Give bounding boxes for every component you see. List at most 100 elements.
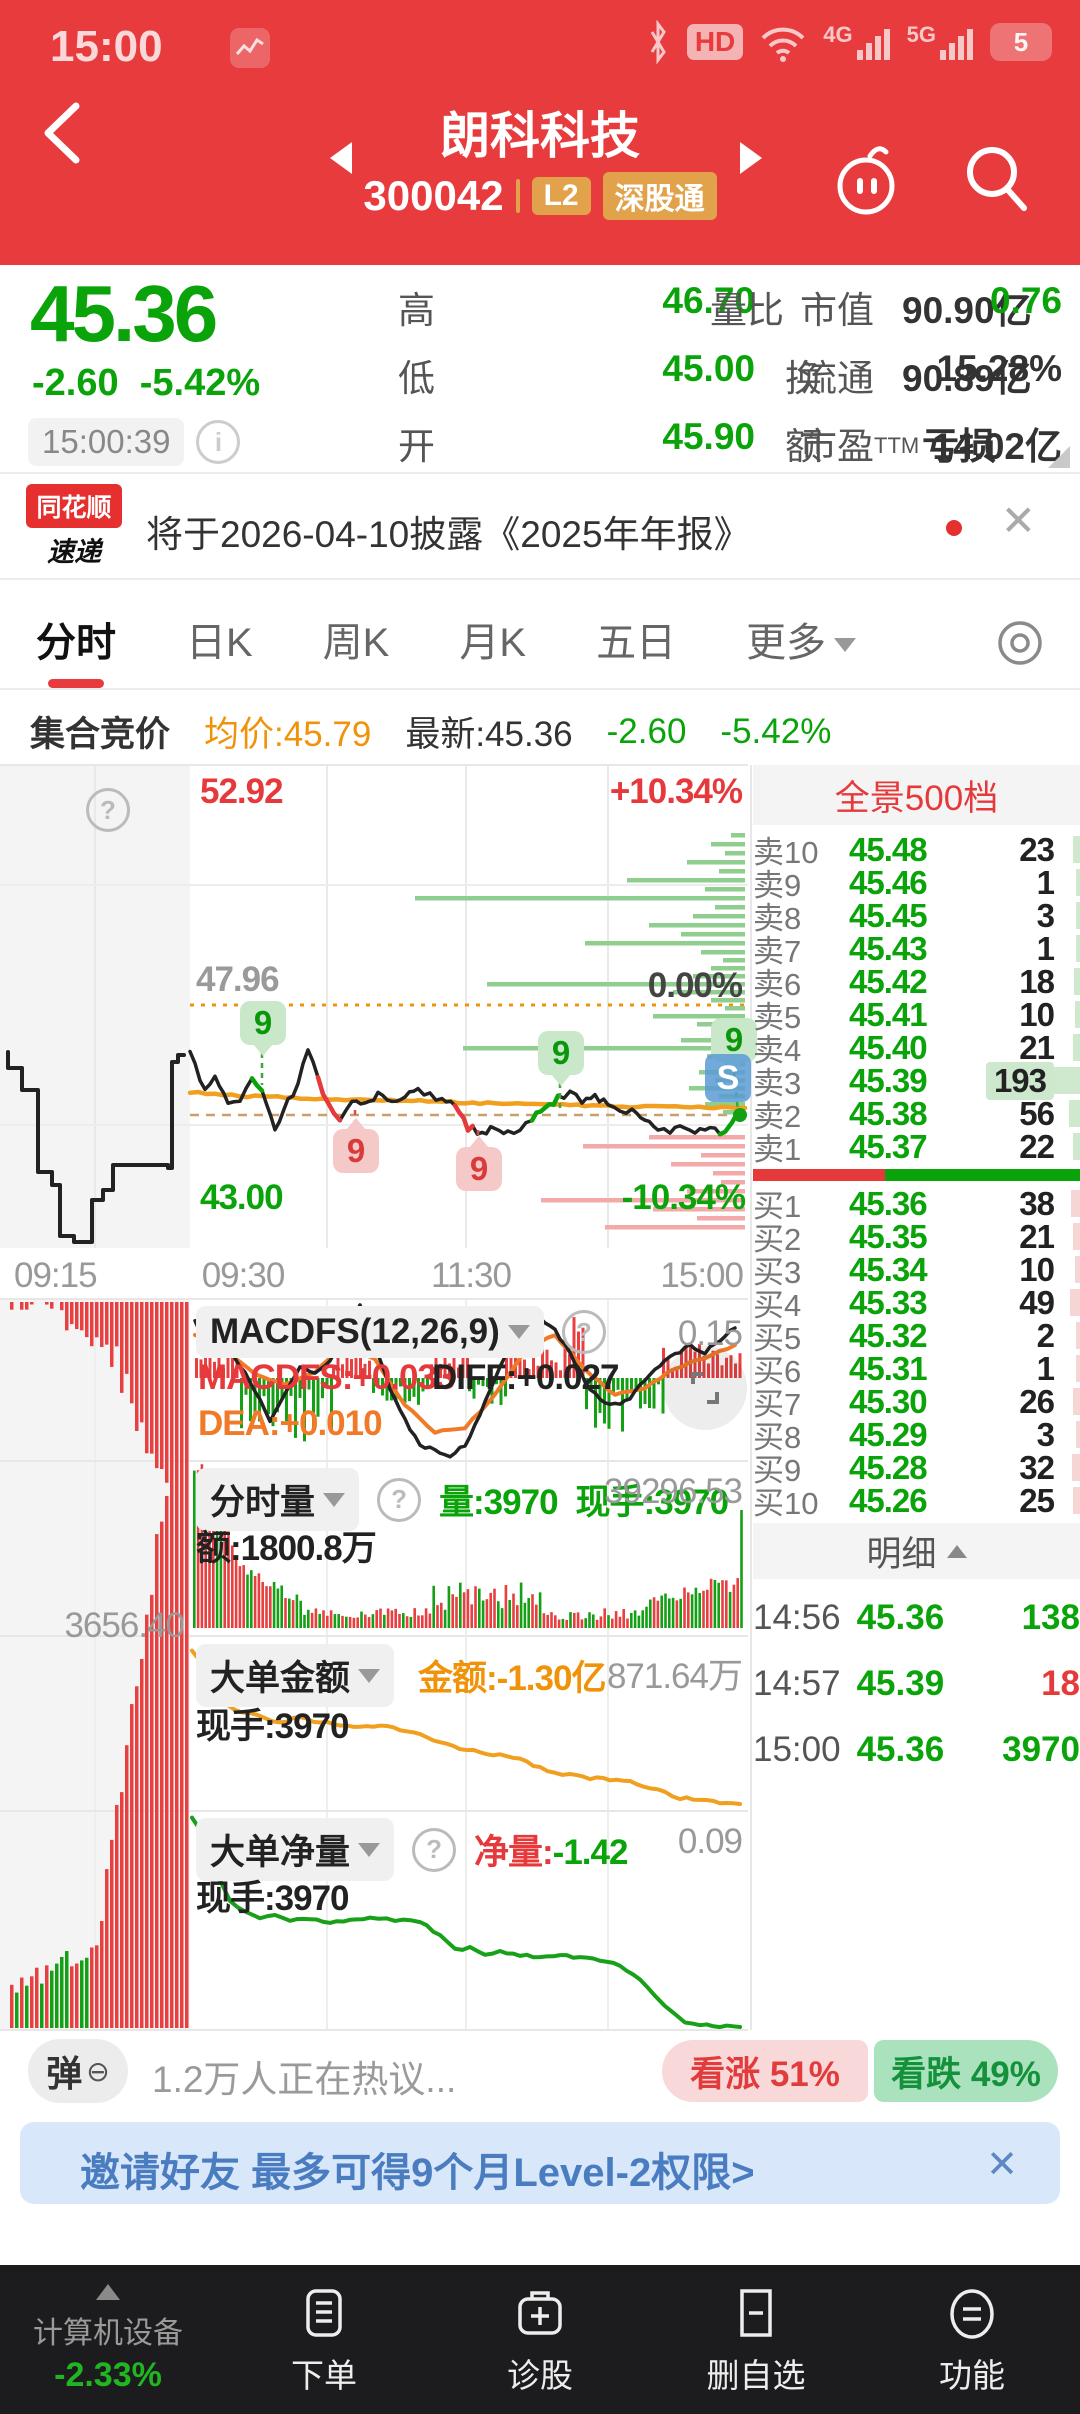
macd-indicator-selector[interactable]: MACDFS(12,26,9) (196, 1306, 544, 1358)
sell-level-row[interactable]: 卖8 45.45 3 (753, 897, 1080, 936)
ths-express-logo: 同花顺 速递 (26, 484, 122, 569)
trade-row[interactable]: 14:56 45.36 138 (753, 1598, 1080, 1637)
time-0930: 09:30 (201, 1256, 286, 1295)
auction-label[interactable]: 集合竞价 (30, 715, 171, 754)
buy-sell-ratio-bar (753, 1169, 1080, 1181)
bigorder-amount-selector[interactable]: 大单金额 (196, 1644, 395, 1707)
order-icon (298, 2283, 350, 2341)
chart-zone[interactable]: 52.92 +10.34% 47.96 0.00% 43.00 -10.34% … (0, 760, 1080, 2035)
next-stock-button[interactable] (740, 142, 762, 174)
banner-close-icon[interactable]: ✕ (986, 2144, 1018, 2186)
expand-quote-handle[interactable] (1048, 446, 1070, 468)
volume-indicator-selector[interactable]: 分时量 (196, 1468, 360, 1531)
bigorder-hand: 现手:3970 (196, 1707, 350, 1746)
buy-level-row[interactable]: 买6 45.31 1 (753, 1350, 1080, 1389)
help-icon[interactable]: ? (561, 1310, 606, 1354)
chart-settings-icon[interactable] (994, 617, 1046, 674)
info-icon[interactable]: i (196, 420, 241, 464)
buy-level-row[interactable]: 买1 45.36 38 (753, 1185, 1080, 1224)
wifi-icon (759, 20, 807, 64)
bigorder-net-selector[interactable]: 大单净量 (196, 1818, 395, 1881)
sell-level-row[interactable]: 卖7 45.43 1 (753, 930, 1080, 969)
tab-more[interactable]: 更多 (744, 596, 858, 694)
td9-up-badge: 9 (538, 1031, 584, 1075)
sector-quick-view[interactable]: 计算机设备 -2.33% (0, 2265, 216, 2414)
bigorder-amount-scale: 871.64万 (606, 1657, 743, 1696)
sell-level-row[interactable]: 卖9 45.46 1 (753, 864, 1080, 903)
buy-level-row[interactable]: 买9 45.28 32 (753, 1449, 1080, 1488)
trade-row[interactable]: 15:00 45.36 3970 (753, 1730, 1080, 1769)
last-price: 45.36 (30, 269, 218, 358)
current-hand: 现手:3970 (575, 1483, 730, 1522)
stock-code: 300042 (363, 172, 504, 219)
sell-level-row[interactable]: 卖6 45.42 18 (753, 963, 1080, 1002)
value-high: 46.70 (662, 280, 755, 321)
dea-value: DEA:+0.010 (198, 1404, 383, 1443)
search-icon[interactable] (962, 142, 1034, 219)
label-pe: 市盈TTM (800, 426, 920, 467)
td9-up-badge: 9 (240, 1001, 286, 1045)
diff-value: DIFF:+0.027 (432, 1358, 619, 1397)
trade-detail-header[interactable]: 明细 (753, 1523, 1080, 1579)
sell-level-row[interactable]: 卖3 45.39 193 (753, 1061, 1080, 1101)
axis-low: 43.00 (200, 1178, 284, 1217)
news-close-icon[interactable]: ✕ (1000, 497, 1036, 544)
bigorder-amount-value: 金额:-1.30亿 (418, 1659, 606, 1698)
net-label: 净量: (474, 1833, 554, 1872)
sell-level-row[interactable]: 卖10 45.48 23 (753, 831, 1080, 870)
buy-level-row[interactable]: 买5 45.32 2 (753, 1317, 1080, 1356)
nav-remove-watchlist[interactable]: 删自选 (648, 2265, 864, 2414)
amount-value: 额:1800.8万 (196, 1529, 377, 1568)
buy-level-row[interactable]: 买7 45.30 26 (753, 1383, 1080, 1422)
nav-place-order[interactable]: 下单 (216, 2265, 432, 2414)
time-1500: 15:00 (660, 1256, 744, 1295)
sell-level-row[interactable]: 卖1 45.37 22 (753, 1128, 1080, 1167)
buy-level-row[interactable]: 买10 45.26 25 (753, 1482, 1080, 1521)
nav-features[interactable]: 功能 (864, 2265, 1080, 2414)
danmu-toggle-button[interactable]: 弹 ⊖ (28, 2039, 128, 2103)
prev-stock-button[interactable] (330, 142, 352, 174)
status-time: 15:00 (50, 22, 163, 71)
avg-price: 均价:45.79 (204, 715, 372, 754)
help-icon[interactable]: ? (86, 788, 130, 832)
bottom-nav: 计算机设备 -2.33% 下单 诊股 删自选 功能 (0, 2265, 1080, 2414)
buy-level-row[interactable]: 买4 45.33 49 (753, 1284, 1080, 1323)
chart-tab-bar: 分时 日K 周K 月K 五日 更多 (34, 596, 1046, 694)
latest-price: 最新:45.36 (405, 715, 573, 754)
nav-diagnose-stock[interactable]: 诊股 (432, 2265, 648, 2414)
news-bar[interactable]: 同花顺 速递 将于2026-04-10披露《2025年年报》 ✕ (0, 474, 1080, 578)
depth-header[interactable]: 全景500档 (753, 765, 1080, 825)
bearish-button[interactable]: 看跌 49% (874, 2040, 1058, 2102)
sell-level-row[interactable]: 卖5 45.41 10 (753, 996, 1080, 1035)
trade-row[interactable]: 14:57 45.39 18 (753, 1664, 1080, 1703)
discussion-text[interactable]: 1.2万人正在热议... (152, 2059, 457, 2100)
back-button[interactable] (34, 98, 94, 173)
label-volratio: 量比 (710, 290, 784, 331)
tab-分时[interactable]: 分时 (34, 596, 118, 694)
tab-周K[interactable]: 周K (322, 621, 390, 665)
buy-level-row[interactable]: 买2 45.35 21 (753, 1218, 1080, 1257)
sell-level-row[interactable]: 卖2 45.38 56 (753, 1095, 1080, 1134)
help-icon[interactable]: ? (377, 1477, 422, 1522)
battery-icon: 5 (990, 23, 1052, 61)
tab-五日[interactable]: 五日 (596, 621, 677, 665)
label-turnover: 换 (785, 358, 822, 399)
minus-circle-icon: ⊖ (86, 2055, 110, 2087)
buy-ratio (885, 1169, 1080, 1181)
app-indicator-icon (230, 28, 270, 68)
bullish-button[interactable]: 看涨 51% (662, 2040, 868, 2102)
buy-level-row[interactable]: 买8 45.29 3 (753, 1416, 1080, 1455)
help-icon[interactable]: ? (412, 1827, 457, 1872)
label-amount: 额 (785, 426, 822, 467)
sell-level-row[interactable]: 卖4 45.40 21 (753, 1029, 1080, 1068)
label-low: 低 (398, 358, 435, 399)
promo-banner[interactable]: 邀请好友 最多可得9个月Level-2权限> ✕ (20, 2122, 1060, 2204)
tab-日K[interactable]: 日K (186, 621, 253, 665)
tab-月K[interactable]: 月K (459, 621, 527, 665)
fullscreen-icon[interactable] (663, 1346, 747, 1430)
features-icon (945, 2283, 999, 2341)
robot-assistant-icon[interactable] (828, 140, 904, 225)
divider (0, 688, 1080, 690)
4g-signal-icon: 4G (823, 22, 890, 62)
buy-level-row[interactable]: 买3 45.34 10 (753, 1251, 1080, 1290)
